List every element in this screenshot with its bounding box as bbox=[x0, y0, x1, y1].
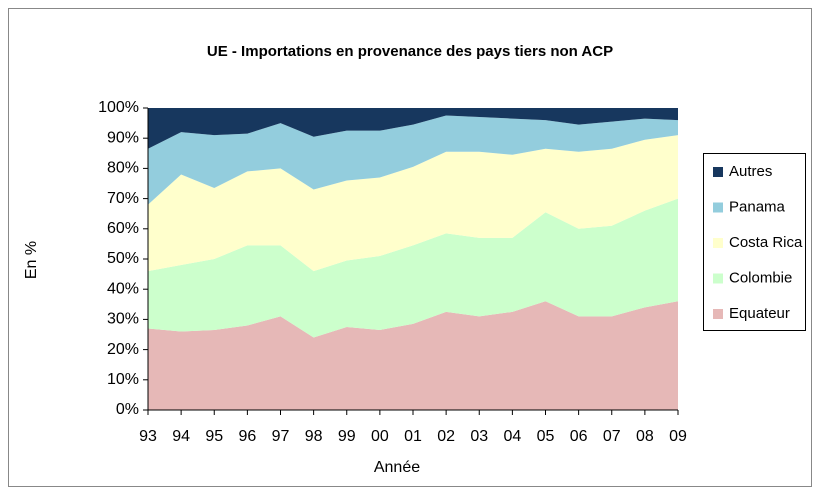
x-tick-label: 01 bbox=[404, 428, 422, 445]
y-tick-label: 20% bbox=[107, 341, 139, 358]
x-tick-label: 00 bbox=[371, 428, 389, 445]
area bbox=[148, 135, 678, 272]
y-tick-label: 100% bbox=[98, 99, 139, 116]
x-tick-label: 06 bbox=[570, 428, 588, 445]
x-tick-label: 08 bbox=[636, 428, 654, 445]
y-tick-label: 90% bbox=[107, 129, 139, 146]
y-tick-label: 0% bbox=[116, 401, 139, 418]
y-tick-label: 50% bbox=[107, 250, 139, 267]
x-tick-label: 97 bbox=[272, 428, 290, 445]
legend-label: Colombie bbox=[729, 269, 792, 286]
y-tick-label: 70% bbox=[107, 190, 139, 207]
area bbox=[148, 301, 678, 410]
legend-label: Costa Rica bbox=[729, 234, 803, 251]
y-tick-label: 10% bbox=[107, 371, 139, 388]
y-tick-label: 60% bbox=[107, 220, 139, 237]
x-tick-label: 94 bbox=[172, 428, 190, 445]
legend-swatch bbox=[713, 238, 723, 248]
x-tick-label: 05 bbox=[537, 428, 555, 445]
x-tick-label: 96 bbox=[238, 428, 256, 445]
legend-label: Equateur bbox=[729, 305, 790, 322]
x-tick-label: 93 bbox=[139, 428, 157, 445]
x-tick-label: 07 bbox=[603, 428, 621, 445]
x-tick-label: 95 bbox=[205, 428, 223, 445]
legend-swatch bbox=[713, 167, 723, 177]
x-tick-label: 09 bbox=[669, 428, 687, 445]
y-tick-label: 30% bbox=[107, 311, 139, 328]
legend-label: Panama bbox=[729, 198, 786, 215]
y-axis-label: En % bbox=[23, 241, 40, 279]
x-tick-label: 99 bbox=[338, 428, 356, 445]
x-tick-label: 04 bbox=[503, 428, 521, 445]
y-tick-label: 80% bbox=[107, 160, 139, 177]
area bbox=[148, 115, 678, 205]
y-tick-label: 40% bbox=[107, 280, 139, 297]
x-tick-label: 02 bbox=[437, 428, 455, 445]
x-tick-label: 98 bbox=[305, 428, 323, 445]
legend-swatch bbox=[713, 273, 723, 284]
legend-swatch bbox=[713, 202, 723, 213]
legend-swatch bbox=[713, 309, 723, 319]
x-tick-label: 03 bbox=[470, 428, 488, 445]
area bbox=[148, 198, 678, 338]
chart-title: UE - Importations en provenance des pays… bbox=[207, 43, 613, 60]
x-axis-label: Année bbox=[374, 459, 420, 476]
area bbox=[148, 108, 678, 149]
legend-label: Autres bbox=[729, 163, 772, 180]
